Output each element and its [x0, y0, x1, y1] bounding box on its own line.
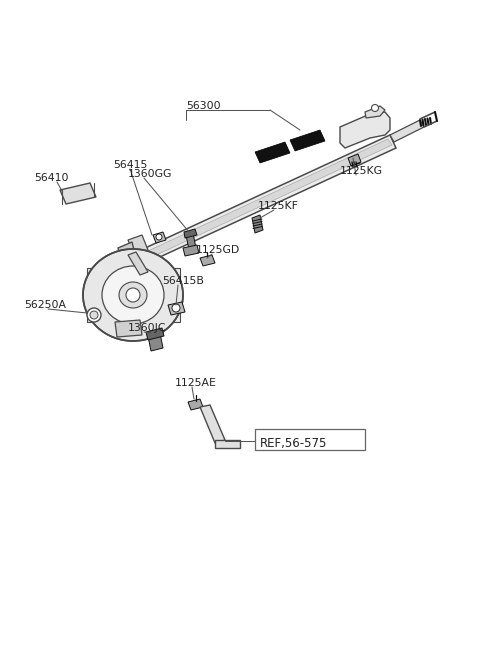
- Polygon shape: [255, 142, 290, 163]
- Bar: [255, 429, 365, 450]
- Circle shape: [172, 304, 180, 312]
- Text: 1125GD: 1125GD: [196, 245, 240, 255]
- Circle shape: [156, 234, 162, 240]
- Polygon shape: [153, 232, 166, 243]
- Polygon shape: [146, 328, 164, 340]
- Polygon shape: [118, 242, 136, 264]
- Polygon shape: [168, 302, 185, 315]
- Polygon shape: [390, 120, 424, 142]
- Text: 56410: 56410: [34, 173, 69, 183]
- Polygon shape: [115, 320, 142, 337]
- Text: 1360GG: 1360GG: [128, 169, 172, 179]
- Polygon shape: [252, 215, 263, 233]
- Ellipse shape: [119, 282, 147, 308]
- Circle shape: [87, 308, 101, 322]
- Polygon shape: [128, 252, 148, 275]
- Ellipse shape: [83, 249, 183, 341]
- Text: 1360JC: 1360JC: [128, 323, 167, 333]
- Polygon shape: [60, 183, 96, 204]
- Polygon shape: [87, 268, 180, 322]
- Text: 1125KG: 1125KG: [340, 166, 383, 176]
- Polygon shape: [215, 440, 240, 448]
- Circle shape: [126, 288, 140, 302]
- Text: 1125KF: 1125KF: [258, 201, 299, 211]
- Ellipse shape: [102, 266, 164, 324]
- Polygon shape: [348, 154, 361, 166]
- Circle shape: [372, 105, 379, 111]
- Polygon shape: [188, 399, 203, 410]
- Polygon shape: [133, 139, 392, 264]
- Polygon shape: [365, 106, 385, 118]
- Text: 56250A: 56250A: [24, 300, 66, 310]
- Polygon shape: [200, 255, 215, 266]
- Polygon shape: [200, 405, 225, 443]
- Polygon shape: [128, 235, 148, 255]
- Text: 1125AE: 1125AE: [175, 378, 217, 388]
- Polygon shape: [130, 135, 396, 268]
- Text: REF,56-575: REF,56-575: [260, 436, 327, 449]
- Polygon shape: [184, 229, 197, 238]
- Polygon shape: [183, 245, 199, 256]
- Text: 56300: 56300: [186, 101, 221, 111]
- Polygon shape: [340, 112, 390, 148]
- Text: 56415: 56415: [113, 160, 147, 170]
- Polygon shape: [290, 130, 325, 151]
- Circle shape: [90, 311, 98, 319]
- Text: 56415B: 56415B: [162, 276, 204, 286]
- Polygon shape: [148, 333, 163, 351]
- Polygon shape: [186, 233, 196, 250]
